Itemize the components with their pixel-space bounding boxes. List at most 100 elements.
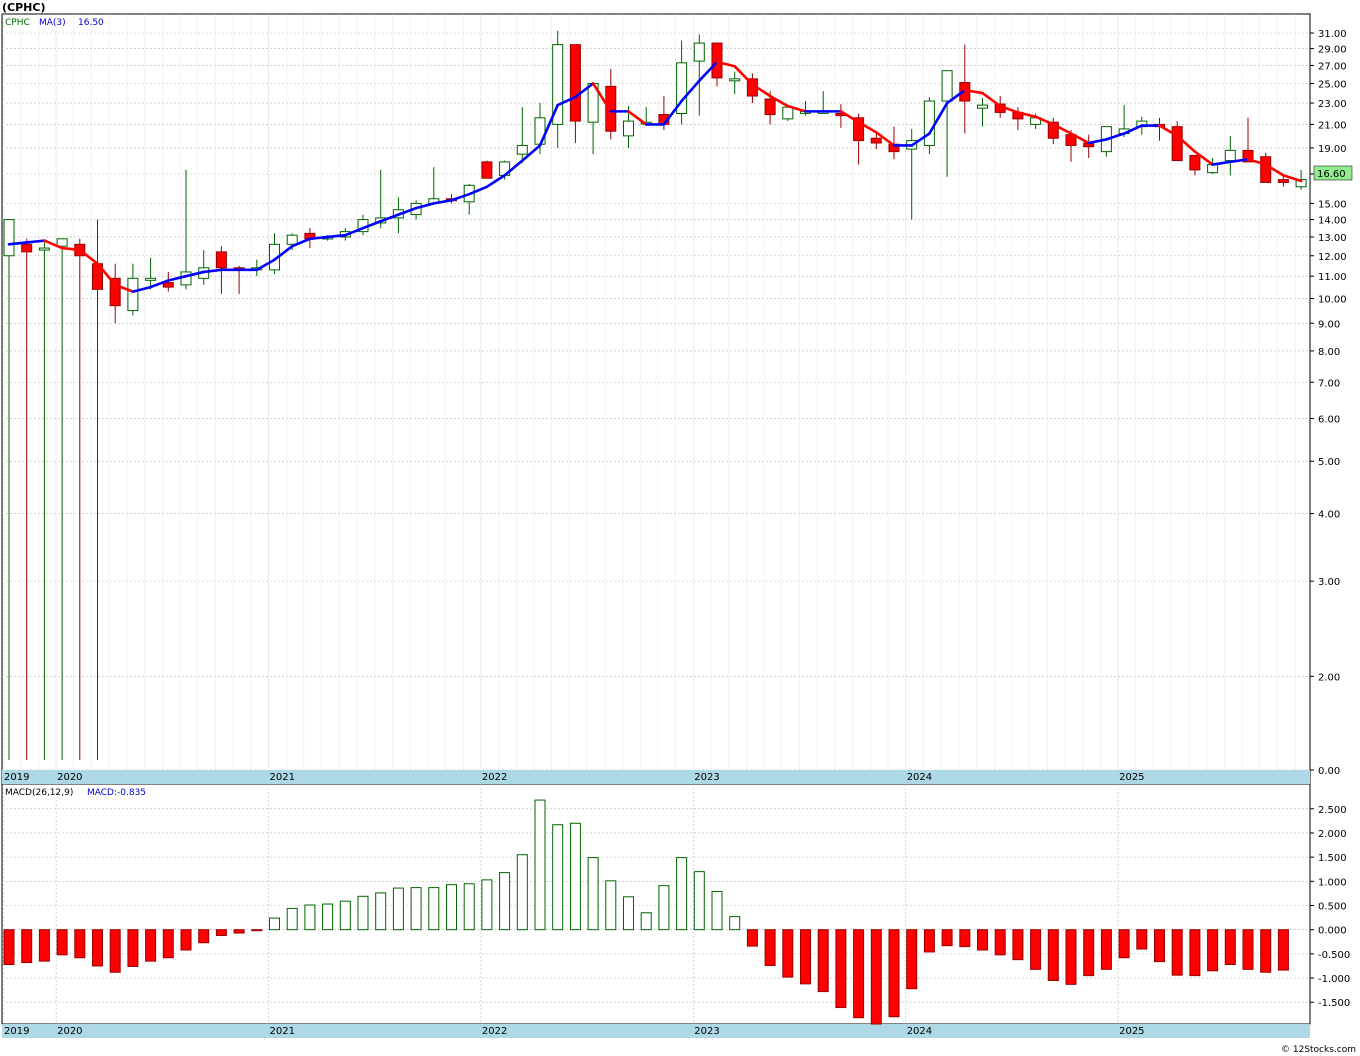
candle-body: [1171, 126, 1183, 162]
candle-body: [127, 277, 139, 312]
macd-bar: [1207, 929, 1219, 972]
legend-ma-label: MA(3): [39, 18, 66, 28]
macd-bar: [357, 895, 369, 931]
ma3-segment: [591, 82, 613, 113]
macd-bar: [109, 929, 121, 973]
macd-bar: [1047, 929, 1059, 981]
x-year-label: 2024: [907, 1026, 932, 1037]
macd-bar: [1100, 929, 1112, 970]
macd-bar: [1136, 929, 1148, 950]
legend-symbol: CPHC: [5, 18, 30, 28]
candle-body: [1224, 149, 1236, 162]
price-y-tick-label: 14.00: [1318, 216, 1347, 227]
ma3-segment: [538, 103, 560, 147]
macd-bar: [481, 879, 493, 931]
price-y-tick-label: 15.00: [1318, 199, 1347, 210]
macd-bar: [21, 929, 33, 964]
ma3-segment: [697, 60, 719, 82]
candle-body: [1047, 121, 1059, 139]
macd-bar: [1030, 929, 1042, 970]
macd-bar: [74, 929, 86, 959]
candle-body: [569, 44, 581, 122]
ma3-segment: [963, 88, 984, 95]
macd-bar: [286, 907, 298, 931]
macd-bar: [516, 854, 528, 931]
x-year-label: 2024: [907, 772, 932, 783]
macd-bar: [304, 904, 316, 931]
macd-legend-label: MACD(26,12,9): [5, 788, 73, 798]
ma3-segment: [1158, 124, 1179, 138]
ma3-segment: [928, 101, 949, 135]
ma3-segment: [910, 132, 931, 147]
macd-bar: [1224, 929, 1236, 966]
candle-body: [782, 106, 794, 120]
ma3-segment: [1016, 111, 1037, 119]
macd-bar: [1277, 929, 1289, 971]
ma3-segment: [574, 82, 595, 99]
ma3-segment: [1229, 157, 1250, 164]
ma3-segment: [25, 239, 46, 244]
ma3-segment: [43, 239, 64, 250]
macd-y-tick-label: 2.500: [1318, 805, 1347, 816]
price-y-tick-label: 8.00: [1318, 347, 1340, 358]
macd-bar: [552, 824, 564, 931]
ma3-segment: [467, 185, 489, 196]
macd-bar: [746, 929, 758, 947]
candle-body: [941, 70, 953, 102]
candle-body: [145, 277, 157, 281]
ma3-segment: [379, 213, 400, 223]
candle-body: [286, 234, 298, 245]
candle-body: [481, 161, 493, 179]
ma3-segment: [680, 79, 701, 103]
candle-body: [56, 238, 68, 247]
macd-y-tick-label: -0.500: [1318, 950, 1350, 961]
macd-bar: [127, 929, 139, 967]
price-y-tick-label: 9.00: [1318, 319, 1340, 330]
ma3-segment: [1175, 134, 1197, 153]
macd-bar: [233, 929, 245, 934]
candle-body: [21, 243, 33, 253]
macd-bar: [198, 929, 210, 944]
ma3-segment: [326, 233, 347, 239]
macd-bars: [3, 799, 1289, 1025]
price-y-tick-label: 2.00: [1318, 672, 1340, 683]
ma3-segment: [485, 174, 506, 189]
ma3-segment: [1087, 138, 1108, 145]
price-y-tick-label: 0.00: [1318, 766, 1340, 777]
macd-bar: [269, 917, 280, 931]
ma3-segment: [1052, 123, 1073, 135]
x-year-label: 2020: [57, 772, 82, 783]
macd-bar: [587, 857, 599, 931]
price-y-tick-label: 27.00: [1318, 61, 1347, 72]
macd-y-tick-label: 1.000: [1318, 877, 1347, 888]
ma3-segment: [874, 131, 896, 147]
candle-body: [1260, 156, 1272, 183]
ma3-segment: [1211, 160, 1232, 166]
x-year-label: 2019: [4, 1026, 29, 1037]
ma3-segment: [78, 248, 99, 266]
macd-bar: [817, 929, 829, 993]
macd-bar: [446, 884, 457, 931]
macd-x-axis: 2019 2020 2021 2022 2023 2024 2025: [4, 1026, 1145, 1037]
ma3-segment: [397, 206, 418, 216]
x-year-label: 2023: [694, 1026, 719, 1037]
price-y-axis: 31.0029.0027.0025.0023.0021.0019.0017.00…: [1310, 29, 1347, 777]
candle-body: [38, 247, 50, 251]
price-y-tick-label: 19.00: [1318, 144, 1347, 155]
macd-bar: [375, 892, 387, 931]
ma3-segment: [273, 244, 294, 261]
candle-body: [870, 137, 882, 144]
ma3-segment: [60, 246, 82, 252]
macd-bar: [463, 883, 475, 931]
macd-bar: [162, 929, 174, 959]
price-y-tick-label: 7.00: [1318, 378, 1340, 389]
candle-body: [1189, 154, 1201, 171]
price-y-tick-label: 12.00: [1318, 252, 1347, 263]
macd-bar: [410, 887, 422, 931]
candle-body: [552, 44, 564, 125]
ma3-segment: [733, 64, 754, 86]
macd-bar: [1065, 929, 1077, 985]
candle-body: [180, 271, 192, 286]
price-y-tick-label: 21.00: [1318, 120, 1347, 131]
